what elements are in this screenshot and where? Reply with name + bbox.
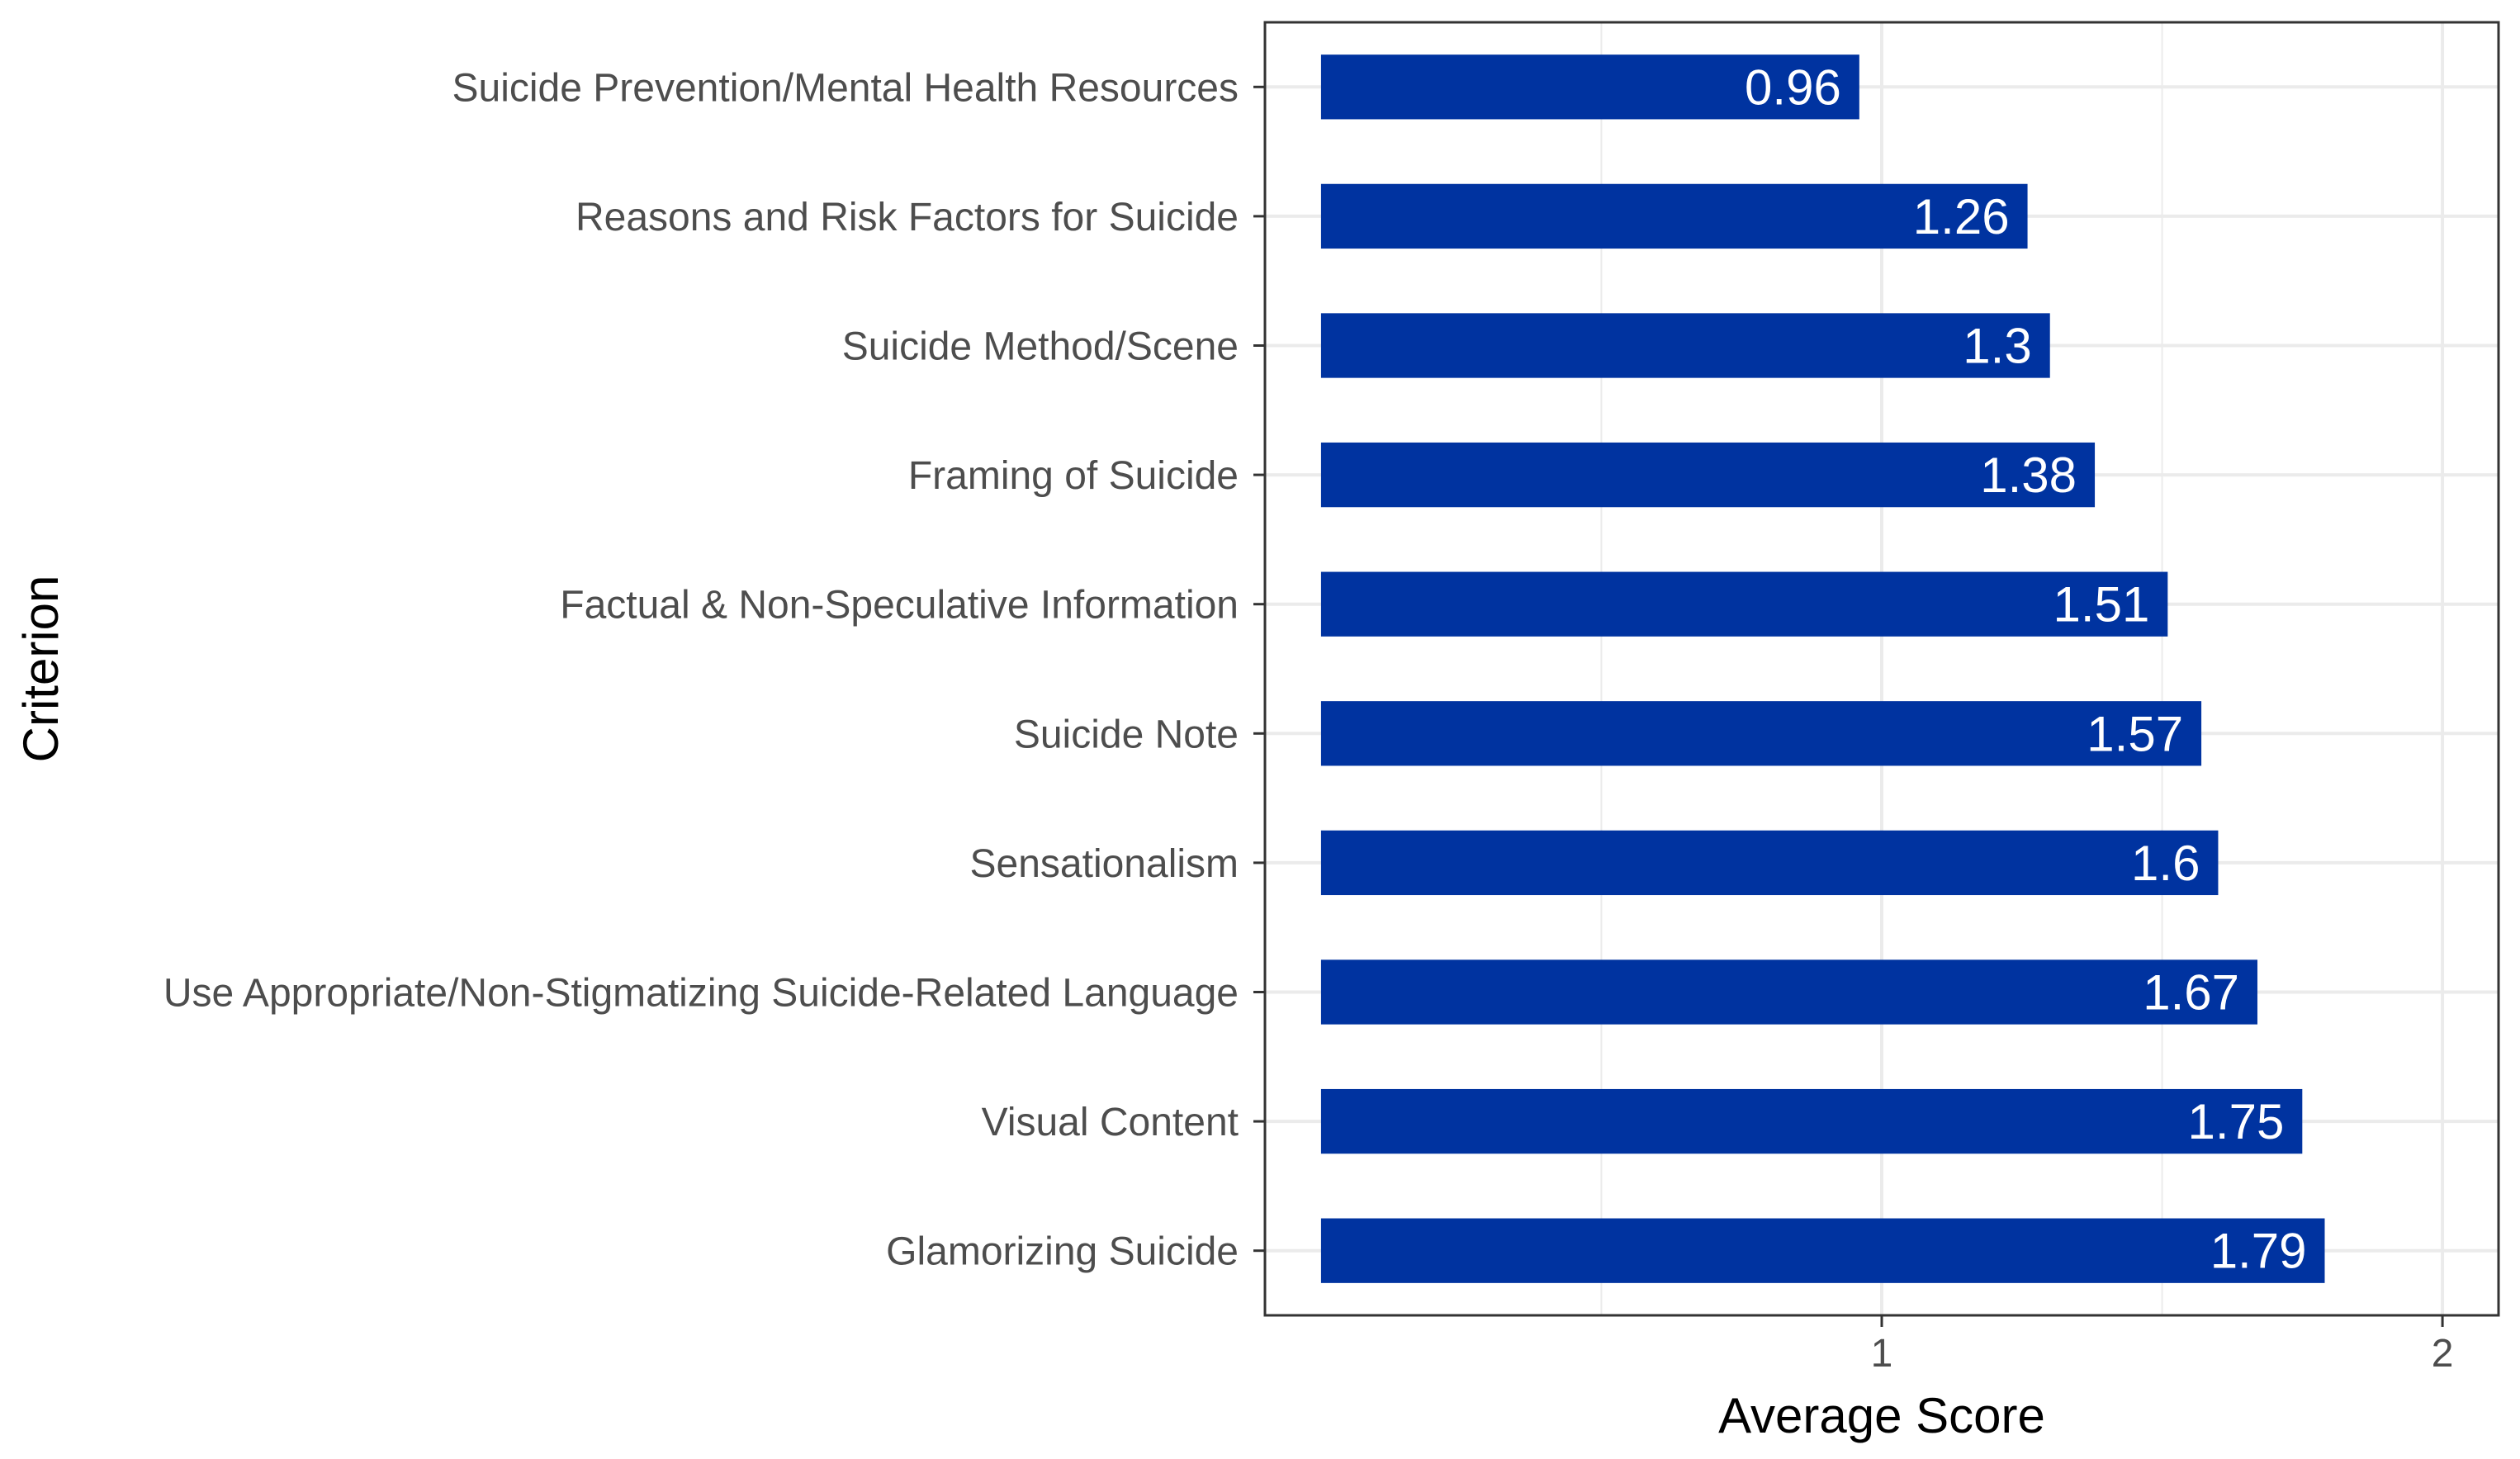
bar xyxy=(1320,442,2096,508)
data-label: 0.96 xyxy=(1745,59,1841,115)
data-label: 1.6 xyxy=(2131,836,2200,891)
bar xyxy=(1320,1218,2325,1283)
bars xyxy=(1320,54,2325,1283)
bar xyxy=(1320,959,2257,1025)
y-tick-label: Sensationalism xyxy=(970,842,1239,886)
data-label: 1.51 xyxy=(2053,577,2150,632)
y-axis: Suicide Prevention/Mental Health Resourc… xyxy=(163,66,1265,1274)
data-label: 1.79 xyxy=(2210,1224,2307,1279)
y-tick-label: Use Appropriate/Non-Stigmatizing Suicide… xyxy=(163,972,1239,1016)
y-tick-label: Suicide Prevention/Mental Health Resourc… xyxy=(452,66,1239,110)
bar xyxy=(1320,830,2219,896)
bar xyxy=(1320,1088,2303,1154)
bar xyxy=(1320,313,2050,378)
data-label: 1.3 xyxy=(1963,319,2031,374)
bar xyxy=(1320,183,2028,249)
x-tick-label: 2 xyxy=(2432,1332,2454,1376)
x-tick-label: 1 xyxy=(1871,1332,1893,1376)
x-axis-title: Average Score xyxy=(1718,1388,2045,1443)
y-tick-label: Visual Content xyxy=(982,1101,1239,1144)
y-tick-label: Suicide Method/Scene xyxy=(842,325,1239,369)
y-tick-label: Suicide Note xyxy=(1014,713,1239,756)
data-labels: 0.96 1.26 1.3 1.38 1.51 1.57 1.6 1.67 1.75 1.79 xyxy=(1745,59,2306,1278)
y-tick-label: Glamorizing Suicide xyxy=(886,1230,1239,1274)
bar xyxy=(1320,571,2168,637)
y-axis-title: Criterion xyxy=(13,576,69,763)
data-label: 1.67 xyxy=(2143,965,2239,1021)
data-label: 1.75 xyxy=(2188,1094,2285,1149)
bar xyxy=(1320,701,2202,766)
data-label: 1.57 xyxy=(2087,706,2183,761)
data-label: 1.38 xyxy=(1980,448,2077,503)
y-tick-label: Framing of Suicide xyxy=(908,454,1239,498)
y-tick-label: Reasons and Risk Factors for Suicide xyxy=(576,196,1239,239)
y-tick-label: Factual & Non-Speculative Information xyxy=(560,584,1239,628)
data-label: 1.26 xyxy=(1913,189,2010,244)
bar xyxy=(1320,54,1859,120)
